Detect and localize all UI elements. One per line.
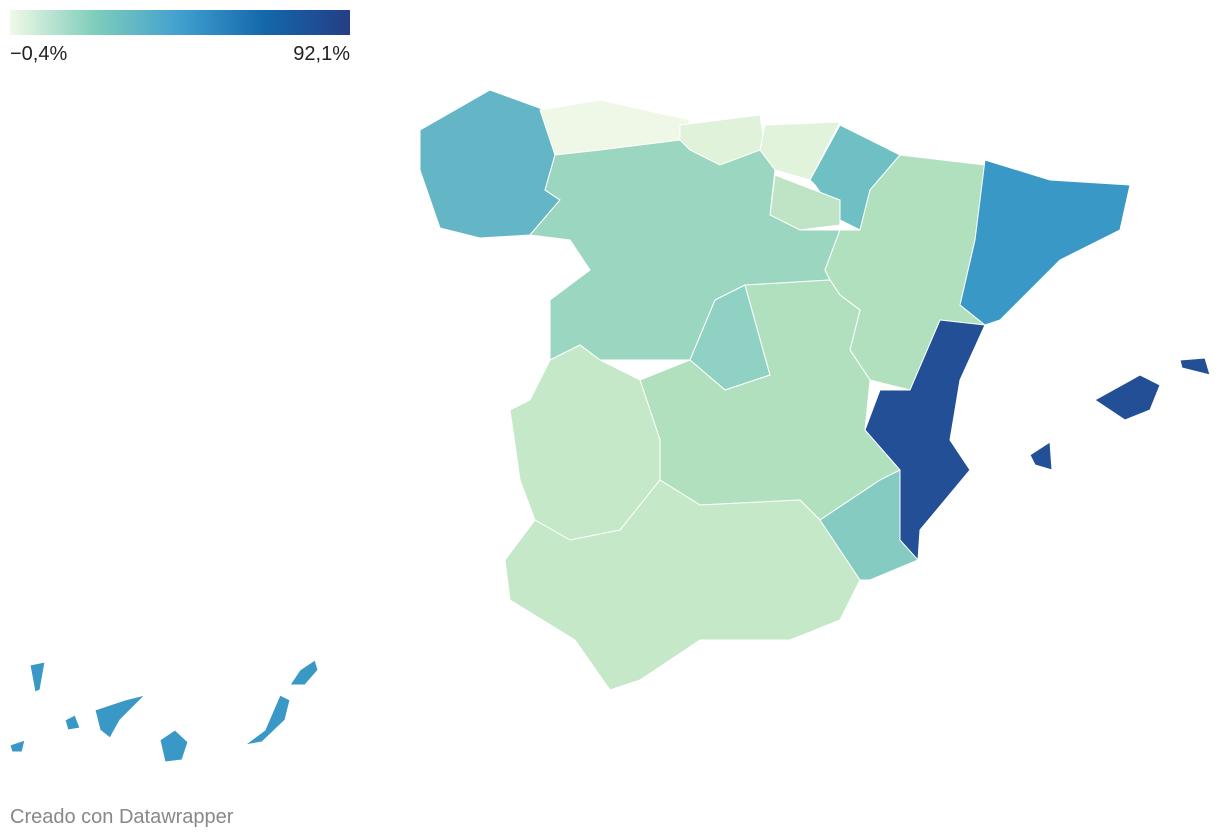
credit: Creado con Datawrapper [10, 806, 234, 828]
region [864, 319, 986, 562]
region [1029, 441, 1053, 471]
region [64, 714, 81, 731]
legend-max-label: 92,1% [293, 43, 350, 65]
region [419, 89, 561, 239]
region [1179, 357, 1211, 376]
region [29, 661, 46, 693]
regions [9, 89, 1211, 763]
region [94, 694, 147, 739]
legend-min-label: −0,4% [10, 43, 67, 65]
region [504, 479, 861, 691]
region [9, 739, 26, 753]
legend-gradient [10, 10, 350, 35]
region [1094, 374, 1161, 421]
region [244, 694, 291, 746]
region [289, 659, 319, 686]
region [959, 159, 1131, 326]
region [159, 729, 189, 763]
region [759, 121, 841, 181]
